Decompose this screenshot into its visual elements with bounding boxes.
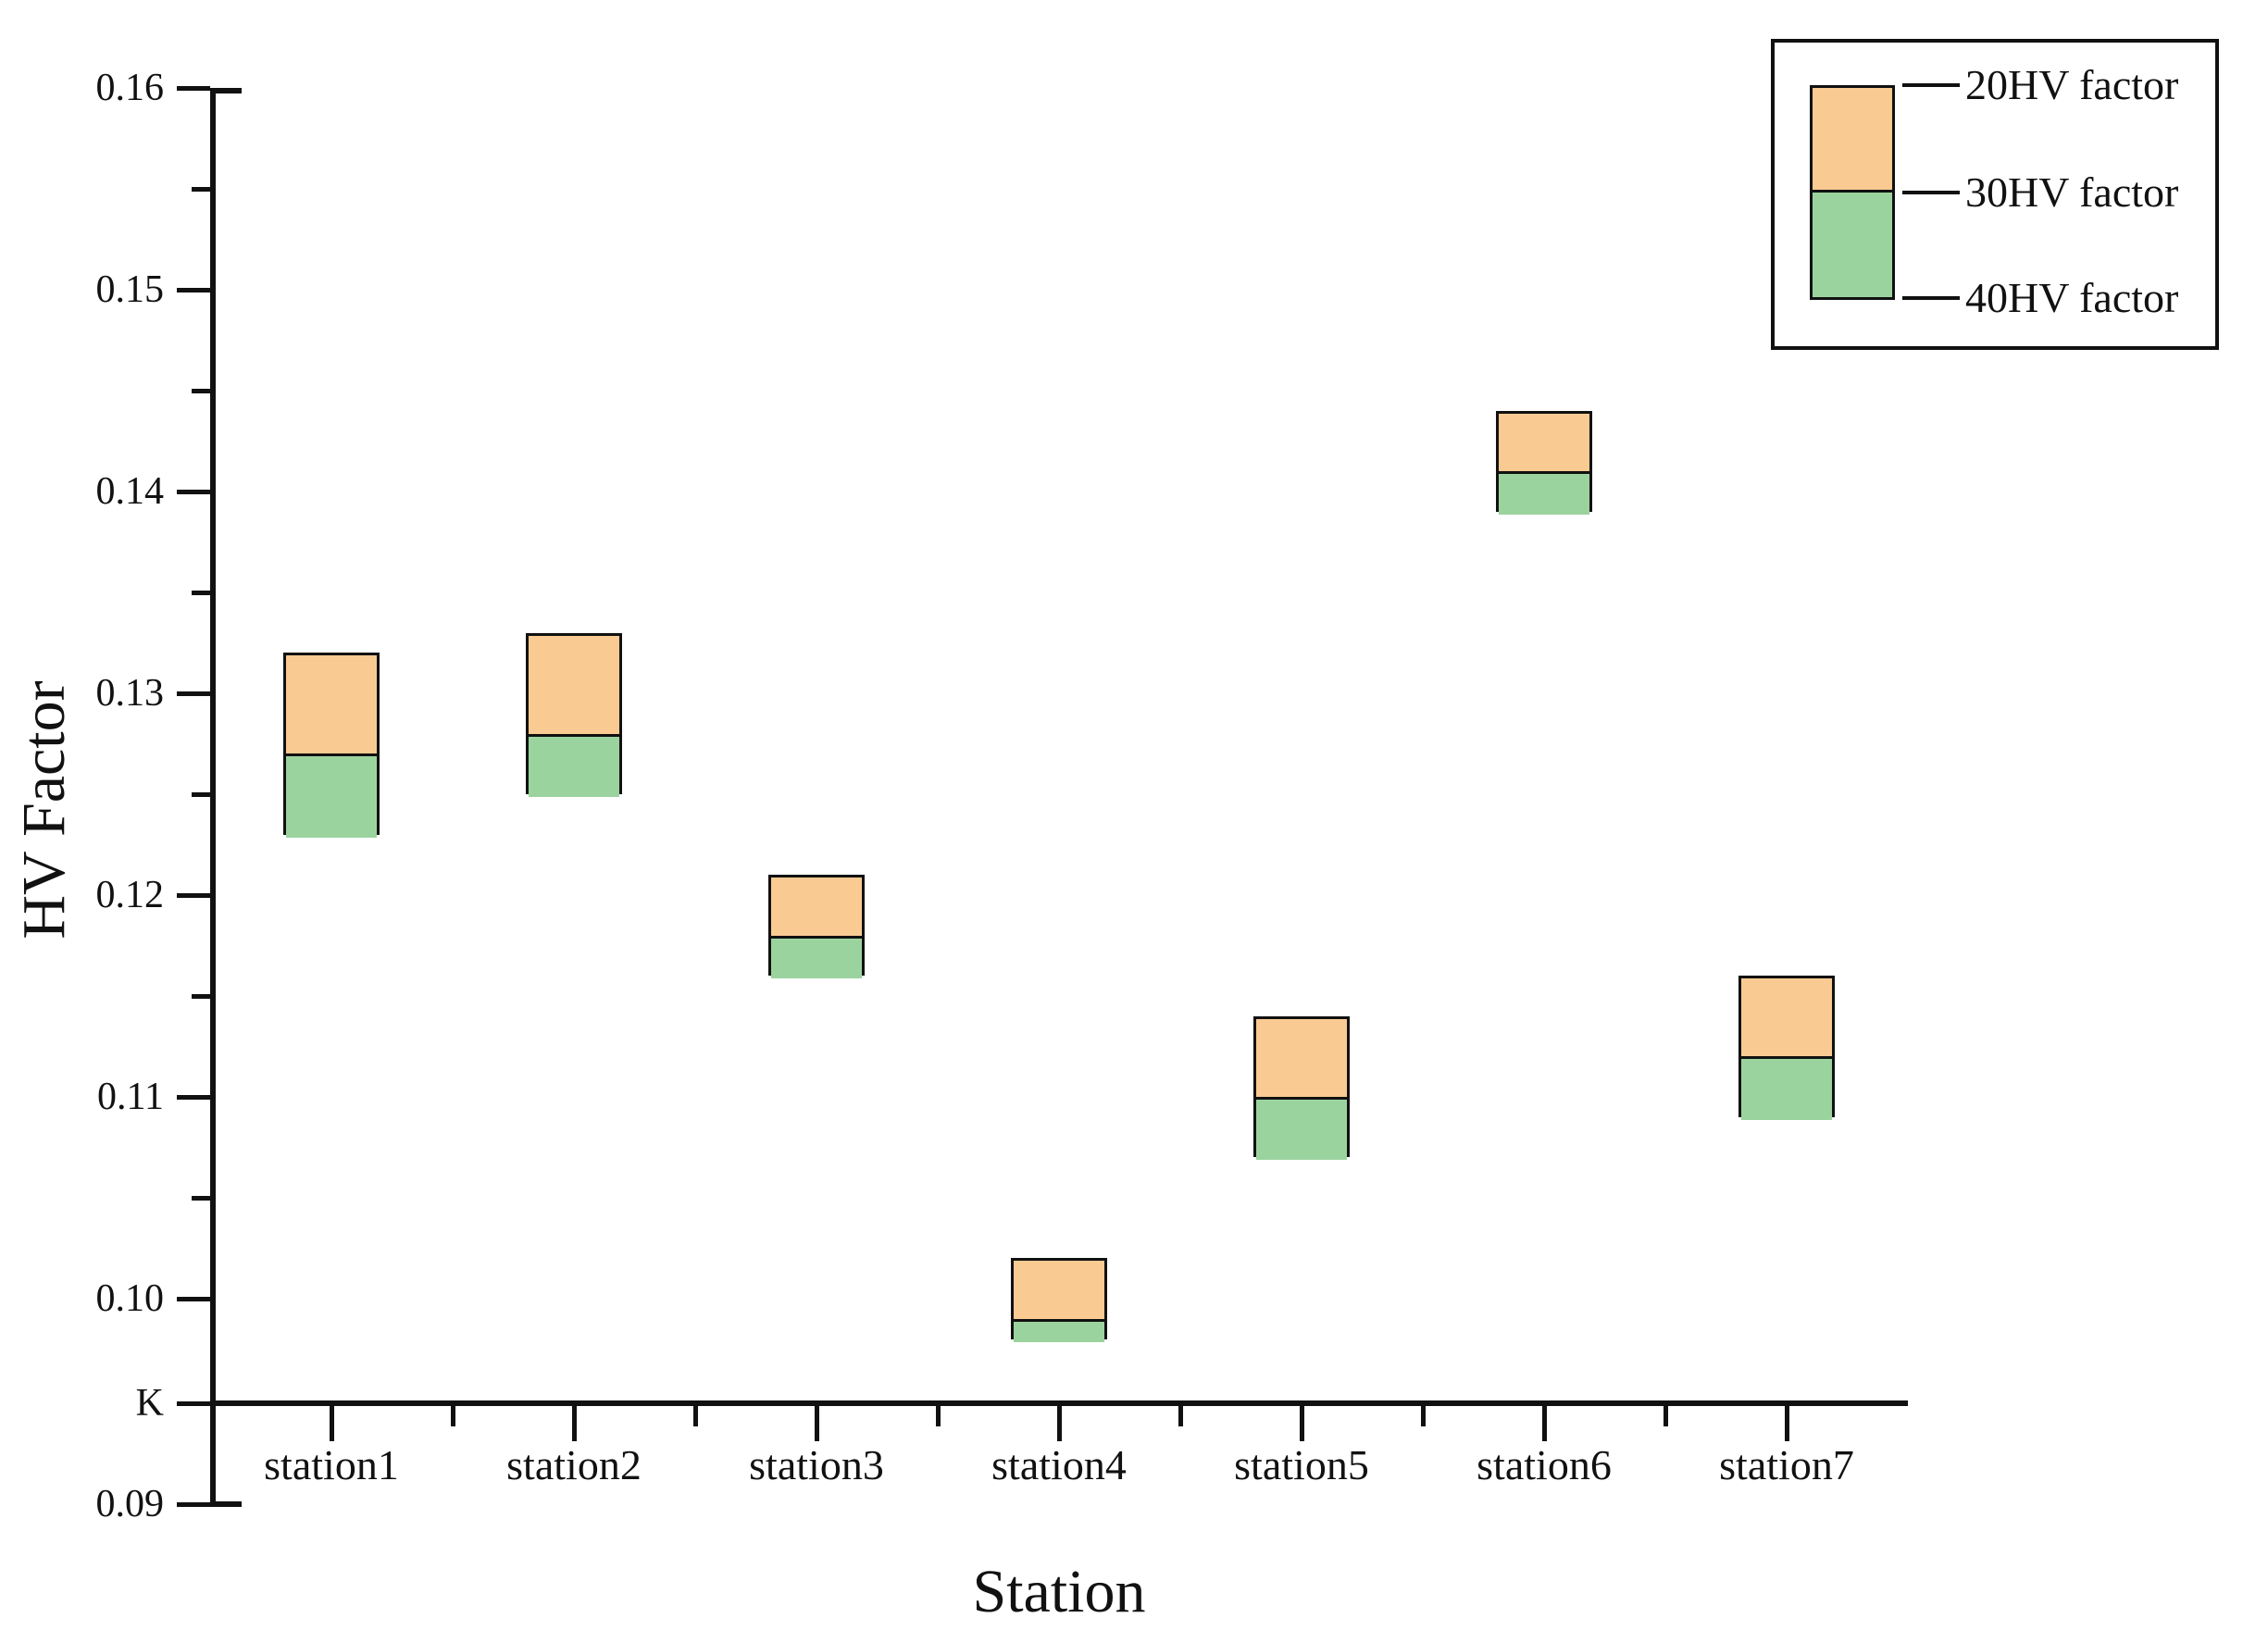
x-boundary-tick-1 — [692, 1406, 698, 1426]
bar-station6-orange-segment — [1499, 413, 1589, 475]
x-major-tick-station5 — [1299, 1406, 1304, 1441]
y-major-tick-K — [177, 1400, 210, 1406]
x-tick-label-station7: station7 — [1719, 1441, 1854, 1488]
y-tick-label-K: K — [135, 1382, 164, 1425]
y-major-tick-0.10 — [177, 1296, 210, 1301]
bar-station4 — [1011, 1258, 1107, 1342]
y-major-tick-0.13 — [177, 691, 210, 696]
legend-leader-line-40hv — [1902, 296, 1960, 300]
x-major-tick-station2 — [571, 1406, 577, 1441]
x-boundary-tick-2 — [935, 1406, 941, 1426]
y-tick-label-0.10: 0.10 — [95, 1277, 165, 1320]
x-major-tick-station7 — [1784, 1406, 1789, 1441]
x-boundary-tick-5 — [1663, 1406, 1668, 1426]
x-tick-label-station2: station2 — [506, 1441, 642, 1488]
bar-station3-orange-segment — [771, 878, 862, 939]
y-major-tick-0.12 — [177, 892, 210, 898]
y-tick-label-0.15: 0.15 — [95, 268, 165, 311]
y-major-tick-0.11 — [177, 1094, 210, 1100]
x-boundary-tick-4 — [1420, 1406, 1426, 1426]
legend-label-20hv: 20HV factor — [1965, 61, 2179, 108]
bar-station5-orange-segment — [1256, 1018, 1347, 1100]
y-tick-label-0.12: 0.12 — [95, 874, 165, 916]
bar-station7-orange-segment — [1741, 978, 1832, 1060]
x-major-tick-station6 — [1541, 1406, 1547, 1441]
legend-label-30hv: 30HV factor — [1965, 168, 2179, 216]
bar-station4-orange-segment — [1014, 1261, 1104, 1322]
bar-station1-green-segment — [286, 756, 377, 838]
bar-station1 — [283, 653, 380, 838]
y-major-tick-0.15 — [177, 287, 210, 293]
y-axis-title: HV Factor — [10, 680, 78, 940]
bar-station6-green-segment — [1499, 474, 1589, 515]
x-major-tick-station1 — [329, 1406, 334, 1441]
x-axis-title: Station — [972, 1558, 1146, 1625]
x-tick-label-station1: station1 — [264, 1441, 399, 1488]
y-axis-bottom-stub — [210, 1501, 242, 1507]
bar-station3 — [768, 875, 865, 979]
y-major-tick-0.09 — [177, 1501, 210, 1507]
x-tick-label-station3: station3 — [749, 1441, 884, 1488]
y-minor-tick-0.105 — [192, 1195, 210, 1201]
bar-station2 — [526, 632, 622, 797]
x-major-tick-station3 — [814, 1406, 819, 1441]
y-axis-top-stub — [210, 88, 242, 93]
y-minor-tick-0.135 — [192, 590, 210, 595]
legend-swatch-green — [1813, 193, 1892, 297]
y-major-tick-0.14 — [177, 489, 210, 494]
x-boundary-tick-0 — [450, 1406, 455, 1426]
y-tick-label-0.14: 0.14 — [95, 470, 165, 513]
legend-label-40hv: 40HV factor — [1965, 274, 2179, 321]
y-minor-tick-0.155 — [192, 186, 210, 192]
legend: 20HV factor 30HV factor 40HV factor — [1771, 39, 2219, 350]
bar-station5 — [1253, 1015, 1350, 1161]
bar-station1-orange-segment — [286, 655, 377, 757]
y-minor-tick-0.115 — [192, 993, 210, 999]
legend-swatch-orange — [1813, 88, 1892, 193]
y-axis-line — [210, 88, 216, 1507]
x-boundary-tick-3 — [1178, 1406, 1183, 1426]
y-minor-tick-0.125 — [192, 791, 210, 797]
bar-station6 — [1496, 410, 1592, 515]
bar-station2-green-segment — [529, 736, 619, 797]
bar-station7-green-segment — [1741, 1059, 1832, 1120]
bar-station4-green-segment — [1014, 1321, 1104, 1342]
legend-swatch — [1810, 85, 1895, 300]
bar-station7 — [1738, 976, 1835, 1120]
x-tick-label-station5: station5 — [1234, 1441, 1369, 1488]
x-axis-line — [210, 1400, 1908, 1406]
y-tick-label-0.16: 0.16 — [95, 67, 165, 109]
x-tick-label-station6: station6 — [1477, 1441, 1612, 1488]
bar-station3-green-segment — [771, 938, 862, 979]
y-tick-label-0.09: 0.09 — [95, 1483, 165, 1525]
legend-leader-line-30hv — [1902, 191, 1960, 194]
y-major-tick-0.16 — [177, 85, 210, 91]
x-tick-label-station4: station4 — [991, 1441, 1127, 1488]
y-tick-label-0.13: 0.13 — [95, 672, 165, 715]
legend-leader-line-20hv — [1902, 83, 1960, 87]
y-tick-label-0.11: 0.11 — [97, 1076, 164, 1118]
y-minor-tick-0.145 — [192, 388, 210, 393]
bar-station2-orange-segment — [529, 635, 619, 737]
x-major-tick-station4 — [1056, 1406, 1062, 1441]
bar-station5-green-segment — [1256, 1099, 1347, 1161]
